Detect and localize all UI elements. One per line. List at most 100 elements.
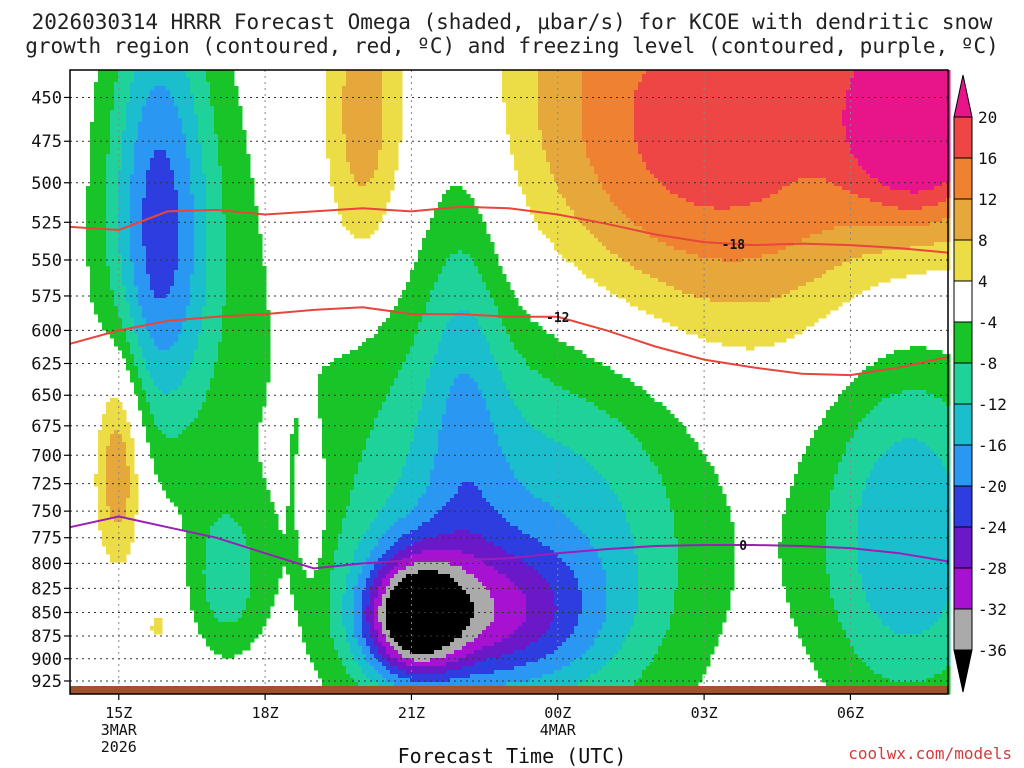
- omega-cell: [238, 222, 243, 227]
- omega-cell: [106, 150, 111, 155]
- omega-cell: [170, 442, 175, 447]
- omega-cell: [214, 570, 219, 575]
- omega-cell: [218, 130, 223, 135]
- omega-cell: [194, 142, 199, 147]
- omega-cell: [194, 482, 199, 487]
- omega-cell: [242, 418, 247, 423]
- omega-cell: [214, 430, 219, 435]
- omega-cell: [234, 178, 239, 183]
- omega-cell: [166, 354, 171, 359]
- omega-cell: [134, 498, 139, 503]
- omega-cell: [178, 462, 183, 467]
- omega-cell: [170, 458, 175, 463]
- omega-cell: [230, 246, 235, 251]
- omega-cell: [226, 194, 231, 199]
- omega-cell: [214, 290, 219, 295]
- omega-cell: [218, 522, 223, 527]
- omega-cell: [246, 646, 251, 651]
- omega-cell: [162, 438, 167, 443]
- omega-cell: [146, 358, 151, 363]
- omega-cell: [206, 538, 211, 543]
- omega-cell: [182, 214, 187, 219]
- omega-cell: [118, 290, 123, 295]
- omega-cell: [202, 190, 207, 195]
- omega-cell: [214, 286, 219, 291]
- omega-cell: [102, 110, 107, 115]
- omega-cell: [174, 150, 179, 155]
- omega-cell: [242, 154, 247, 159]
- omega-cell: [114, 226, 119, 231]
- omega-cell: [242, 382, 247, 387]
- omega-cell: [262, 330, 267, 335]
- omega-cell: [170, 286, 175, 291]
- omega-cell: [182, 326, 187, 331]
- omega-cell: [138, 106, 143, 111]
- omega-cell: [210, 302, 215, 307]
- omega-cell: [122, 282, 127, 287]
- omega-cell: [170, 122, 175, 127]
- omega-cell: [210, 218, 215, 223]
- omega-cell: [122, 126, 127, 131]
- omega-cell: [98, 310, 103, 315]
- omega-cell: [210, 550, 215, 555]
- omega-cell: [230, 122, 235, 127]
- omega-cell: [210, 590, 215, 595]
- omega-cell: [122, 174, 127, 179]
- omega-cell: [134, 386, 139, 391]
- omega-cell: [254, 606, 259, 611]
- omega-cell: [238, 534, 243, 539]
- omega-cell: [190, 326, 195, 331]
- omega-cell: [122, 270, 127, 275]
- omega-cell: [134, 98, 139, 103]
- omega-cell: [226, 258, 231, 263]
- omega-cell: [230, 474, 235, 479]
- omega-cell: [154, 170, 159, 175]
- omega-cell: [202, 318, 207, 323]
- omega-cell: [106, 106, 111, 111]
- omega-cell: [182, 374, 187, 379]
- omega-cell: [182, 186, 187, 191]
- omega-cell: [234, 390, 239, 395]
- omega-cell: [158, 454, 163, 459]
- omega-cell: [250, 270, 255, 275]
- omega-cell: [230, 366, 235, 371]
- omega-cell: [122, 278, 127, 283]
- omega-cell: [218, 166, 223, 171]
- omega-cell: [186, 526, 191, 531]
- omega-cell: [250, 406, 255, 411]
- omega-cell: [138, 86, 143, 91]
- omega-cell: [194, 102, 199, 107]
- omega-cell: [178, 426, 183, 431]
- omega-cell: [130, 330, 135, 335]
- omega-cell: [146, 162, 151, 167]
- omega-cell: [202, 562, 207, 567]
- omega-cell: [186, 498, 191, 503]
- omega-cell: [142, 406, 147, 411]
- omega-cell: [194, 614, 199, 619]
- omega-cell: [250, 310, 255, 315]
- omega-cell: [110, 302, 115, 307]
- omega-cell: [162, 354, 167, 359]
- omega-cell: [102, 78, 107, 83]
- omega-cell: [178, 226, 183, 231]
- omega-cell: [130, 102, 135, 107]
- omega-cell: [118, 518, 123, 523]
- omega-cell: [222, 610, 227, 615]
- omega-cell: [114, 290, 119, 295]
- omega-cell: [146, 354, 151, 359]
- omega-cell: [162, 162, 167, 167]
- omega-cell: [146, 70, 151, 75]
- omega-cell: [174, 310, 179, 315]
- omega-cell: [198, 418, 203, 423]
- omega-cell: [242, 450, 247, 455]
- omega-cell: [138, 70, 143, 75]
- omega-cell: [222, 242, 227, 247]
- omega-cell: [122, 526, 127, 531]
- omega-cell: [122, 558, 127, 563]
- omega-cell: [174, 262, 179, 267]
- omega-cell: [190, 306, 195, 311]
- omega-cell: [86, 250, 91, 255]
- omega-cell: [258, 378, 263, 383]
- omega-cell: [102, 478, 107, 483]
- omega-cell: [154, 230, 159, 235]
